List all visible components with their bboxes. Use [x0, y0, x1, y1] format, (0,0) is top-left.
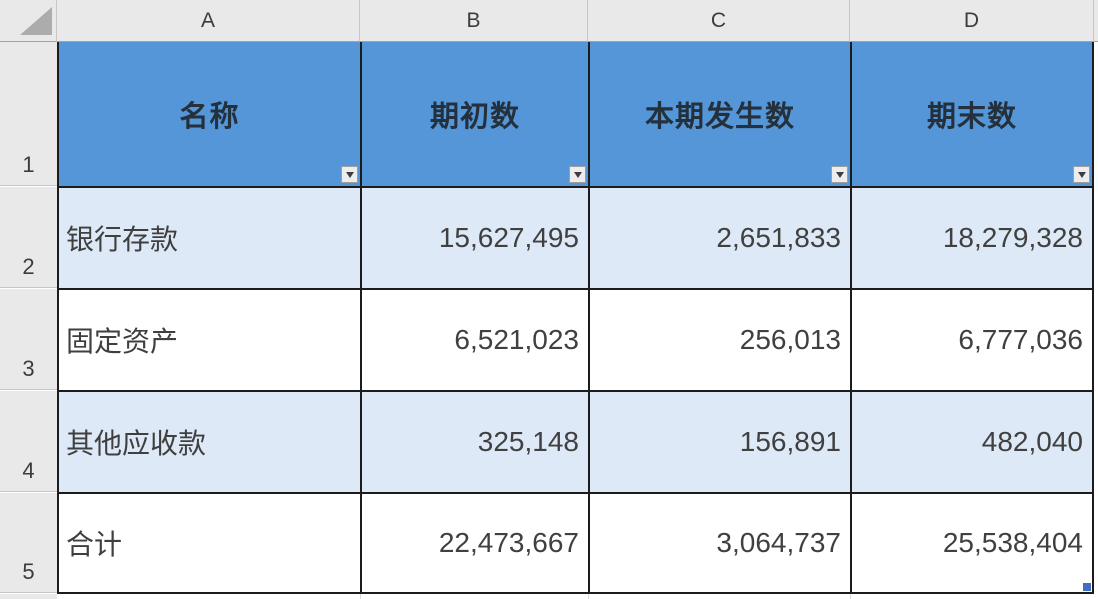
cell-C5-total[interactable]: 3,064,737 [590, 494, 850, 592]
cell-D5-total[interactable]: 25,538,404 [852, 494, 1092, 592]
cell-B1-header-opening[interactable]: 期初数 [362, 42, 588, 186]
cell-A1-header-name[interactable]: 名称 [59, 42, 360, 186]
cell-B3[interactable]: 6,521,023 [362, 290, 588, 390]
filter-dropdown-button-C[interactable] [831, 166, 848, 183]
filter-dropdown-button-B[interactable] [569, 166, 586, 183]
cell-B4[interactable]: 325,148 [362, 392, 588, 492]
filter-dropdown-button-A[interactable] [341, 166, 358, 183]
col-header-C[interactable]: C [588, 0, 850, 42]
cell-B2[interactable]: 15,627,495 [362, 188, 588, 288]
data-table: 名称 期初数 本期发生数 期末数 银行存款 15,627,495 2,65 [57, 42, 1094, 594]
header-label: 名称 [179, 101, 240, 133]
cell-D3[interactable]: 6,777,036 [852, 290, 1092, 390]
select-all-triangle-icon [20, 7, 52, 35]
gridline-below [850, 594, 851, 599]
header-label: 本期发生数 [644, 101, 795, 133]
sheet-area-right [1094, 42, 1098, 599]
row-header-4[interactable]: 4 [0, 391, 57, 492]
cell-B5-total[interactable]: 22,473,667 [362, 494, 588, 592]
cell-D2[interactable]: 18,279,328 [852, 188, 1092, 288]
col-header-D[interactable]: D [850, 0, 1094, 42]
cell-A2[interactable]: 银行存款 [59, 188, 360, 288]
cell-C1-header-period[interactable]: 本期发生数 [590, 42, 850, 186]
header-label: 期末数 [926, 101, 1017, 133]
select-all-corner[interactable] [0, 0, 57, 42]
row-header-5[interactable]: 5 [0, 493, 57, 593]
filter-dropdown-button-D[interactable] [1073, 166, 1090, 183]
col-header-B[interactable]: B [360, 0, 588, 42]
cell-C2[interactable]: 2,651,833 [590, 188, 850, 288]
row-header-6-partial[interactable] [0, 594, 57, 599]
row-header-3[interactable]: 3 [0, 289, 57, 390]
table-resize-handle[interactable] [1083, 583, 1091, 591]
gridline-below [360, 594, 361, 599]
filter-arrow-icon [345, 171, 354, 178]
cell-A3[interactable]: 固定资产 [59, 290, 360, 390]
gridline-below [588, 594, 589, 599]
cell-D4[interactable]: 482,040 [852, 392, 1092, 492]
col-header-A[interactable]: A [57, 0, 360, 42]
filter-arrow-icon [573, 171, 582, 178]
col-header-filler [1094, 0, 1098, 42]
filter-arrow-icon [835, 171, 844, 178]
cell-D1-header-closing[interactable]: 期末数 [852, 42, 1092, 186]
cell-C4[interactable]: 156,891 [590, 392, 850, 492]
cell-A4[interactable]: 其他应收款 [59, 392, 360, 492]
row-header-2[interactable]: 2 [0, 187, 57, 288]
cell-A5-total[interactable]: 合计 [59, 494, 360, 592]
cell-C3[interactable]: 256,013 [590, 290, 850, 390]
filter-arrow-icon [1077, 171, 1086, 178]
row-header-1[interactable]: 1 [0, 42, 57, 186]
header-label: 期初数 [429, 101, 520, 133]
